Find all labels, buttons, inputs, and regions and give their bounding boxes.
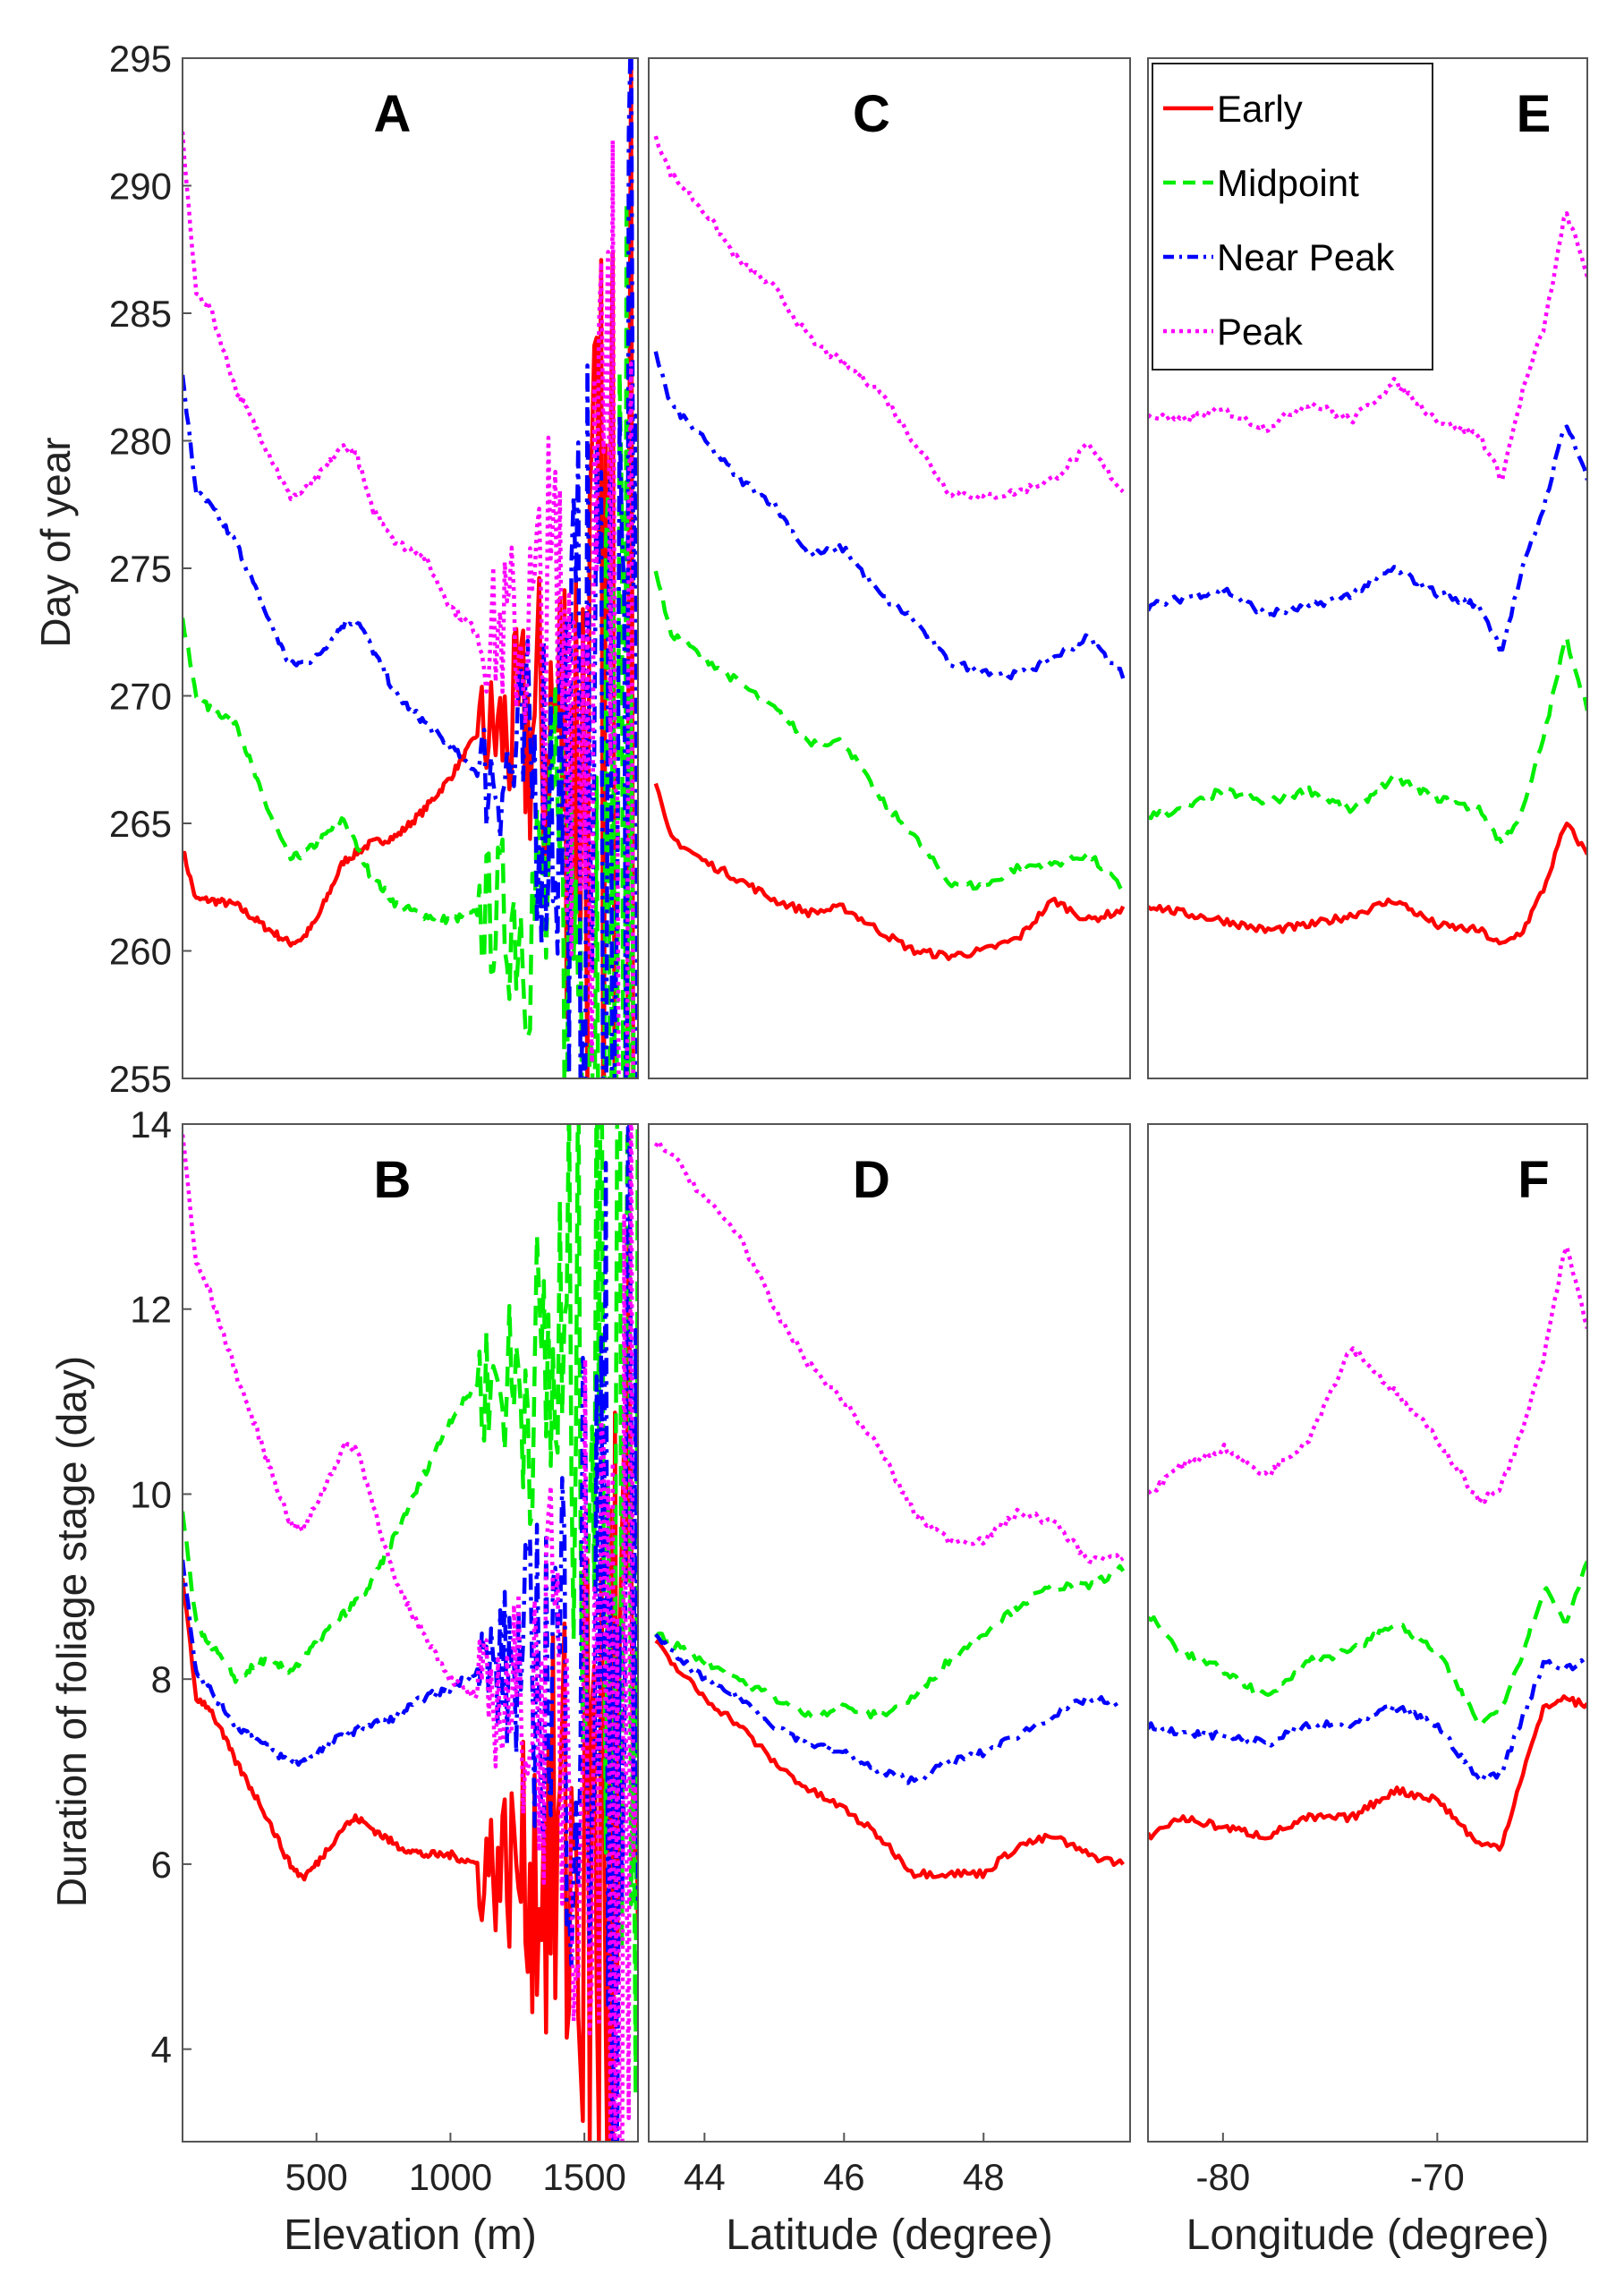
panel-frame [1147, 1123, 1588, 2143]
series-line-midpoint [183, 199, 636, 1078]
x-tick-label: 44 [684, 2156, 726, 2198]
x-tick-label: 500 [285, 2156, 348, 2198]
x-tick-label: 1000 [409, 2156, 492, 2198]
panel-letter: D [853, 1151, 890, 1209]
panel-frame [1147, 57, 1588, 1079]
x-axis-label: Latitude (degree) [726, 2211, 1053, 2259]
series-line-near-peak [1148, 1657, 1587, 1785]
x-tick-label: 48 [963, 2156, 1005, 2198]
series-line-early [183, 1227, 638, 2142]
legend-item-peak: Peak [1163, 311, 1304, 353]
series-line-midpoint [183, 1124, 638, 2097]
series-line-peak [183, 1124, 638, 2142]
series-line-midpoint [1148, 1560, 1587, 1728]
series-line-near-peak [653, 351, 1126, 681]
legend-item-midpoint: Midpoint [1163, 162, 1359, 204]
y-tick-label: 14 [130, 1103, 172, 1146]
y-tick-label: 265 [109, 803, 172, 845]
ylabel-bottom: Duration of foliage stage (day) [48, 1356, 95, 1907]
legend-item-near-peak: Near Peak [1163, 236, 1395, 278]
legend-box [1152, 63, 1433, 371]
plot-area [649, 58, 1130, 1078]
legend-label: Midpoint [1217, 162, 1359, 204]
series-line-midpoint [1148, 635, 1587, 847]
series-line-early [653, 782, 1126, 961]
series-line-midpoint [653, 570, 1126, 893]
y-tick-label: 10 [130, 1473, 172, 1515]
y-tick-label: 8 [151, 1658, 172, 1700]
series-lines [183, 58, 638, 1078]
y-tick-label: 260 [109, 931, 172, 973]
plot-area [649, 1124, 1130, 2142]
series-line-early [1148, 1694, 1587, 1853]
panel-a: 255 260 265 270 275 280 285 290 295 A [109, 38, 639, 1100]
series-line-early [1148, 822, 1587, 946]
panel-frame [182, 1123, 639, 2143]
panel-letter: C [853, 85, 890, 143]
series-lines [653, 135, 1126, 961]
panel-c: C [648, 57, 1131, 1079]
legend-item-early: Early [1163, 88, 1303, 130]
series-lines [1148, 211, 1587, 946]
legend-label: Near Peak [1217, 236, 1395, 278]
legend: Early Midpoint Near Peak Peak [1152, 63, 1433, 371]
panel-frame [648, 1123, 1131, 2143]
series-line-near-peak [183, 58, 638, 1078]
y-tick-label: 285 [109, 293, 172, 335]
plot-area [1148, 1124, 1587, 2142]
panel-letter: A [374, 85, 412, 143]
panel-letter: E [1517, 85, 1552, 143]
y-tick-label: 290 [109, 166, 172, 208]
ylabel-top: Day of year [32, 437, 79, 647]
y-tick-label: 12 [130, 1289, 172, 1331]
x-axis-label: Elevation (m) [284, 2211, 537, 2259]
series-line-peak [653, 1138, 1125, 1565]
x-axis-label: Longitude (degree) [1186, 2211, 1550, 2259]
series-lines [1148, 1245, 1587, 1853]
panel-f: -80 -70 Longitude (degree) F [1147, 1123, 1588, 2259]
y-tick-label: 280 [109, 421, 172, 463]
panel-letter: F [1518, 1151, 1549, 1209]
series-line-early [654, 1639, 1125, 1880]
y-tick-label: 270 [109, 676, 172, 718]
series-line-midpoint [654, 1564, 1126, 1721]
x-tick-label: 1500 [542, 2156, 625, 2198]
series-line-near-peak [1148, 424, 1587, 652]
series-line-peak [1148, 1245, 1587, 1505]
series-lines [653, 1138, 1126, 1880]
panel-letter: B [374, 1151, 412, 1209]
series-line-near-peak [183, 1124, 638, 2142]
x-tick-label: -80 [1195, 2156, 1250, 2198]
legend-label: Early [1217, 88, 1303, 130]
legend-label: Peak [1217, 311, 1304, 353]
y-tick-label: 6 [151, 1844, 172, 1886]
panel-d: 44 46 48 Latitude (degree) D [648, 1123, 1131, 2259]
panel-frame [648, 57, 1131, 1079]
series-line-near-peak [654, 1632, 1124, 1785]
y-tick-label: 4 [151, 2029, 172, 2071]
y-tick-label: 295 [109, 38, 172, 80]
x-tick-label: 46 [823, 2156, 865, 2198]
y-tick-label: 255 [109, 1058, 172, 1100]
y-tick-label: 275 [109, 548, 172, 590]
series-lines [183, 1124, 638, 2142]
x-tick-label: -70 [1410, 2156, 1465, 2198]
series-line-peak [1148, 211, 1587, 482]
series-line-peak [183, 131, 636, 1078]
